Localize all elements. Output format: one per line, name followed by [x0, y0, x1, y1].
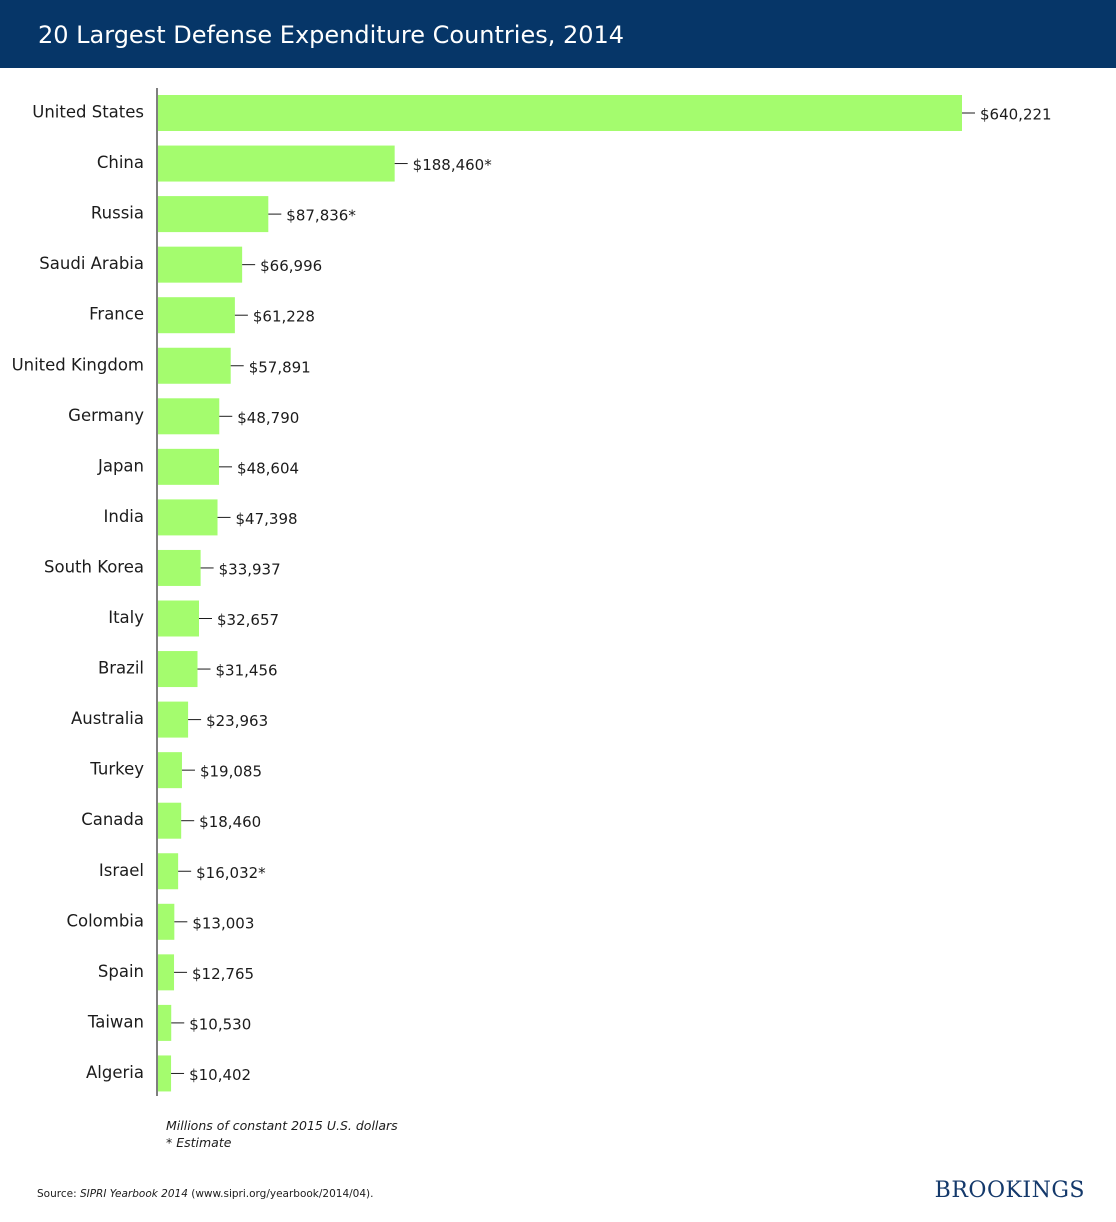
- value-label-14: $18,460: [199, 813, 261, 831]
- bar-11: [158, 651, 198, 688]
- bar-4: [158, 297, 235, 334]
- value-label-6: $48,790: [237, 409, 299, 427]
- value-label-16: $13,003: [192, 914, 254, 932]
- bars-layer: [158, 95, 962, 1092]
- value-label-1: $188,460*: [413, 156, 493, 174]
- category-labels-layer: United States China Russia Saudi Arabia Fran…: [12, 103, 145, 1082]
- bar-8: [158, 499, 218, 536]
- value-label-18: $10,530: [189, 1015, 251, 1033]
- bar-19: [158, 1055, 172, 1092]
- category-label-16: Colombia: [66, 911, 144, 930]
- category-label-19: Algeria: [86, 1063, 144, 1082]
- bar-3: [158, 246, 243, 283]
- category-label-2: Russia: [91, 204, 144, 223]
- source-suffix: (www.sipri.org/yearbook/2014/04).: [187, 1188, 374, 1200]
- source-prefix: Source:: [37, 1188, 80, 1200]
- category-label-9: South Korea: [44, 557, 144, 576]
- category-label-6: Germany: [68, 406, 144, 425]
- bar-chart: United States China Russia Saudi Arabia Fran…: [12, 88, 1052, 1096]
- category-label-7: Japan: [97, 456, 144, 475]
- value-label-19: $10,402: [189, 1066, 251, 1084]
- category-label-14: Canada: [81, 810, 144, 829]
- value-label-17: $12,765: [192, 965, 254, 983]
- chart-notes: Millions of constant 2015 U.S. dollars *…: [166, 1117, 398, 1151]
- source-note: Source: SIPRI Yearbook 2014 (www.sipri.o…: [37, 1188, 373, 1200]
- bar-13: [158, 752, 182, 789]
- value-label-5: $57,891: [249, 358, 311, 376]
- value-label-8: $47,398: [236, 510, 298, 528]
- category-label-10: Italy: [108, 608, 144, 627]
- bar-16: [158, 903, 175, 940]
- source-publication: SIPRI Yearbook 2014: [79, 1188, 188, 1200]
- estimate-note: * Estimate: [166, 1135, 232, 1150]
- value-label-10: $32,657: [217, 611, 279, 629]
- bar-6: [158, 398, 220, 435]
- value-label-12: $23,963: [206, 712, 268, 730]
- category-label-12: Australia: [71, 709, 144, 728]
- category-label-18: Taiwan: [87, 1012, 144, 1031]
- value-label-9: $33,937: [219, 560, 281, 578]
- value-label-7: $48,604: [237, 459, 299, 477]
- category-label-13: Turkey: [89, 760, 144, 779]
- category-label-15: Israel: [99, 861, 144, 880]
- bar-9: [158, 549, 201, 586]
- bar-18: [158, 1004, 172, 1041]
- category-label-8: India: [104, 507, 145, 526]
- chart-title: 20 Largest Defense Expenditure Countries…: [38, 21, 625, 49]
- value-label-4: $61,228: [253, 308, 315, 326]
- category-label-17: Spain: [98, 962, 144, 981]
- value-label-0: $640,221: [980, 106, 1052, 124]
- bar-15: [158, 853, 179, 890]
- connectors-layer: [171, 112, 975, 1074]
- bar-17: [158, 954, 175, 991]
- brookings-logo: BROOKINGS: [934, 1178, 1085, 1203]
- units-note: Millions of constant 2015 U.S. dollars: [166, 1118, 398, 1133]
- bar-12: [158, 701, 189, 738]
- category-label-3: Saudi Arabia: [39, 254, 144, 273]
- bar-5: [158, 347, 231, 384]
- value-labels-layer: $640,221 $188,460* $87,836* $66,996 $61,228 $…: [189, 106, 1052, 1084]
- category-label-4: France: [89, 305, 144, 324]
- bar-7: [158, 448, 220, 485]
- bar-14: [158, 802, 182, 839]
- value-label-2: $87,836*: [286, 207, 356, 225]
- bar-0: [158, 95, 962, 131]
- category-label-11: Brazil: [98, 659, 144, 678]
- value-label-11: $31,456: [216, 662, 278, 680]
- bar-2: [158, 196, 269, 233]
- value-label-13: $19,085: [200, 763, 262, 781]
- bar-10: [158, 600, 200, 637]
- category-label-1: China: [97, 153, 144, 172]
- value-label-15: $16,032*: [196, 864, 266, 882]
- category-label-5: United Kingdom: [12, 355, 144, 374]
- header-banner: 20 Largest Defense Expenditure Countries…: [0, 0, 1116, 68]
- category-label-0: United States: [32, 103, 144, 122]
- value-label-3: $66,996: [260, 257, 322, 275]
- bar-1: [158, 145, 395, 182]
